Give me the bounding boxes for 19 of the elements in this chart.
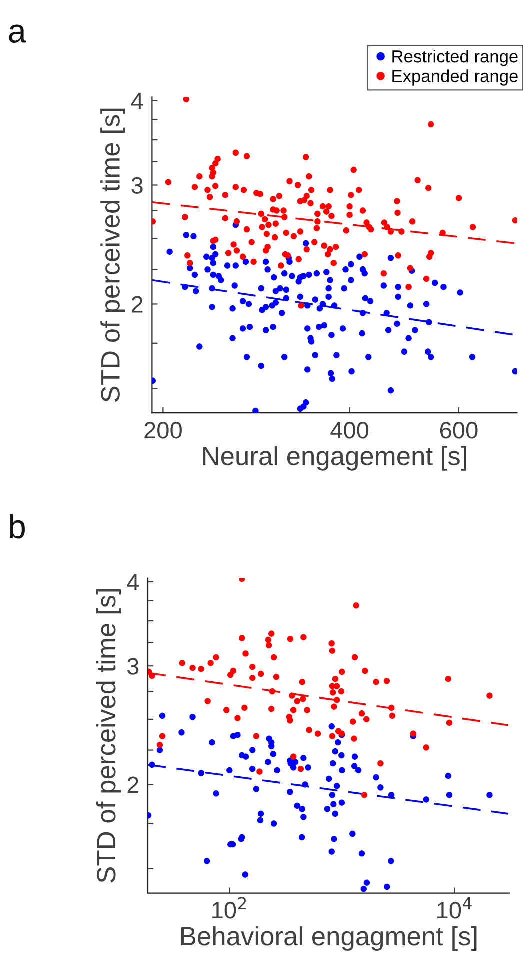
x-tick-label: 600 [440,422,478,439]
y-tick-label: 4 [131,93,144,110]
y-tick-label: 3 [132,177,143,194]
text: b [10,514,25,539]
y-tick-label: 2 [132,296,143,313]
x-tick-label: 400 [330,422,369,439]
y-tick-label: 2 [128,776,138,794]
x-tick-label: 10$^{4}$ [438,897,472,919]
y-tick-label: 3 [127,658,139,675]
y-tick-label: 4 [127,574,139,591]
x-tick-label: 10$^{2}$ [212,897,246,919]
y-axis-title: STD of perceived time [s] [96,590,121,883]
x-tick-label: 200 [144,422,182,439]
x-axis-title: Behavioral engagment [s] [182,926,477,951]
x-axis-title: Neural engagement [s] [203,446,466,471]
legend-label: Expanded range [392,70,518,86]
legend-label: Restricted range [392,50,518,66]
text: a [9,24,26,43]
y-axis-title: STD of perceived time [s] [100,108,126,402]
